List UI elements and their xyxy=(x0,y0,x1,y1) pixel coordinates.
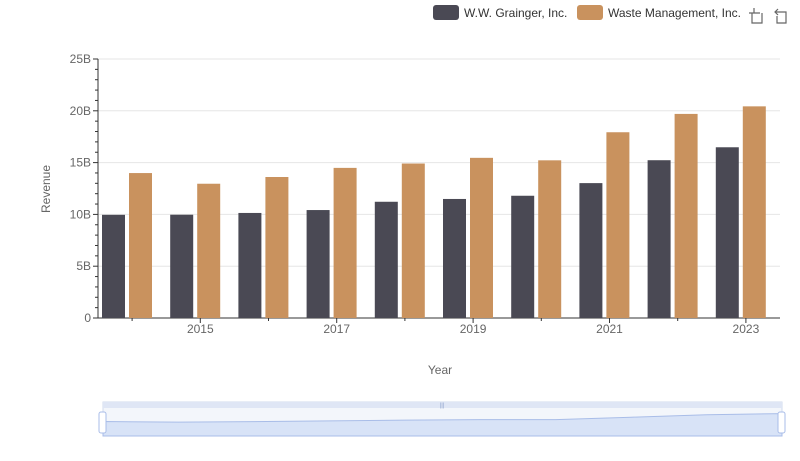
bar-waste-management-2018[interactable] xyxy=(401,163,425,318)
legend-label-grainger[interactable]: W.W. Grainger, Inc. xyxy=(464,6,567,20)
x-tick-label: 2019 xyxy=(460,322,487,336)
bar-waste-management-2023[interactable] xyxy=(742,106,766,318)
y-tick-label: 0 xyxy=(84,311,91,325)
legend-swatch-grainger[interactable] xyxy=(433,5,459,20)
bar-grainger-2017[interactable] xyxy=(306,210,330,318)
data-zoom-slider[interactable]: ||| xyxy=(98,401,786,437)
slider-handle-left[interactable] xyxy=(98,411,107,434)
y-ticks: 0 5B 10B 15B 20B 25B xyxy=(70,52,98,325)
legend-swatch-waste-management[interactable] xyxy=(577,5,603,20)
slider-data-area xyxy=(102,413,783,437)
x-tick-label: 2021 xyxy=(596,322,623,336)
bar-waste-management-2014[interactable] xyxy=(129,173,152,318)
y-tick-label: 15B xyxy=(70,156,91,170)
x-ticks: 2015 2017 2019 2021 2023 xyxy=(131,318,760,336)
restore-icon[interactable] xyxy=(774,8,787,24)
x-tick-label: 2023 xyxy=(733,322,760,336)
legend-label-waste-management[interactable]: Waste Management, Inc. xyxy=(608,6,741,20)
x-axis-title: Year xyxy=(428,363,452,377)
bar-waste-management-2015[interactable] xyxy=(197,183,221,318)
bars[interactable] xyxy=(102,106,766,319)
bar-grainger-2016[interactable] xyxy=(238,212,262,318)
y-axis-title: Revenue xyxy=(39,165,53,213)
slider-handle-right[interactable] xyxy=(777,411,786,434)
bar-grainger-2021[interactable] xyxy=(579,183,603,318)
y-tick-label: 25B xyxy=(70,52,91,66)
bar-waste-management-2022[interactable] xyxy=(674,113,698,319)
bar-grainger-2019[interactable] xyxy=(443,198,466,318)
legend[interactable]: W.W. Grainger, Inc. Waste Management, In… xyxy=(433,5,741,20)
bar-waste-management-2019[interactable] xyxy=(470,157,493,318)
bar-grainger-2020[interactable] xyxy=(511,195,535,318)
x-tick-label: 2017 xyxy=(323,322,350,336)
bar-grainger-2015[interactable] xyxy=(170,214,194,318)
bar-waste-management-2016[interactable] xyxy=(265,177,289,318)
bar-grainger-2023[interactable] xyxy=(715,147,739,318)
slider-grip-icon[interactable]: ||| xyxy=(440,403,445,409)
x-tick-label: 2015 xyxy=(187,322,214,336)
bar-grainger-2014[interactable] xyxy=(102,214,125,318)
zoom-icon[interactable] xyxy=(749,8,763,24)
bar-waste-management-2020[interactable] xyxy=(538,160,562,318)
y-tick-label: 10B xyxy=(70,207,91,221)
bar-grainger-2022[interactable] xyxy=(647,160,671,318)
slider-selected-band[interactable] xyxy=(103,402,782,408)
y-tick-label: 5B xyxy=(76,259,91,273)
bar-waste-management-2021[interactable] xyxy=(606,132,630,318)
bar-grainger-2018[interactable] xyxy=(374,201,398,318)
y-tick-label: 20B xyxy=(70,104,91,118)
bar-waste-management-2017[interactable] xyxy=(333,167,357,318)
